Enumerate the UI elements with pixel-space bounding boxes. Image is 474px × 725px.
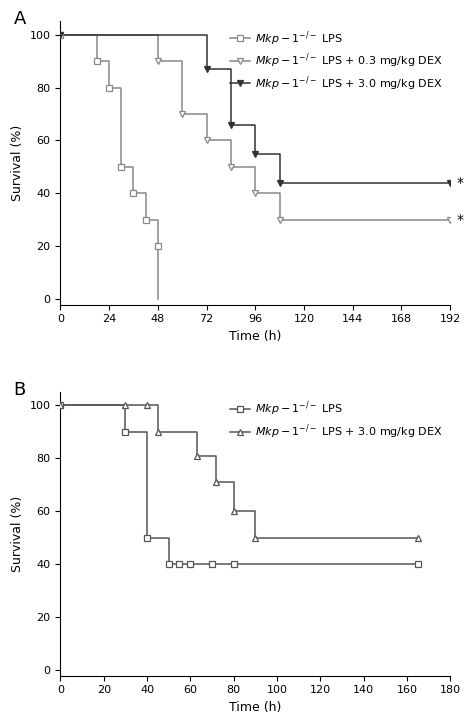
X-axis label: Time (h): Time (h) [229,330,282,343]
Text: A: A [14,10,26,28]
Legend: $\it{Mkp-1}$$^{-/-}$ LPS, $\it{Mkp-1}$$^{-/-}$ LPS + 3.0 mg/kg DEX: $\it{Mkp-1}$$^{-/-}$ LPS, $\it{Mkp-1}$$^… [228,397,445,443]
Legend: $\it{Mkp-1}$$^{-/-}$ LPS, $\it{Mkp-1}$$^{-/-}$ LPS + 0.3 mg/kg DEX, $\it{Mkp-1}$: $\it{Mkp-1}$$^{-/-}$ LPS, $\it{Mkp-1}$$^… [228,27,445,95]
X-axis label: Time (h): Time (h) [229,701,282,714]
Text: B: B [14,381,26,399]
Y-axis label: Survival (%): Survival (%) [11,125,24,201]
Text: *: * [456,176,463,190]
Text: *: * [456,213,463,227]
Y-axis label: Survival (%): Survival (%) [11,496,24,572]
